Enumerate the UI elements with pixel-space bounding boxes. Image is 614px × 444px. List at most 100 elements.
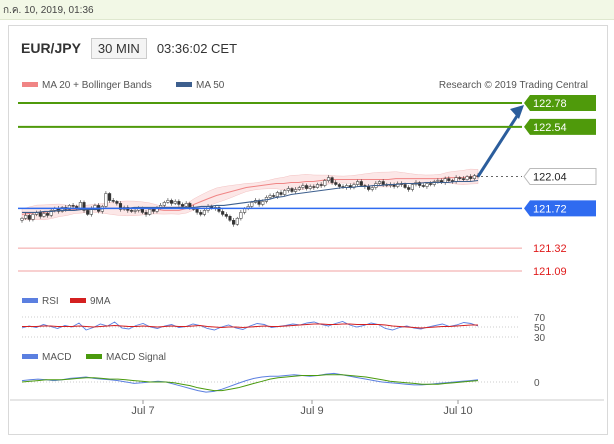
candle bbox=[297, 185, 301, 191]
candle bbox=[24, 212, 28, 220]
candle-body bbox=[166, 200, 170, 203]
candle bbox=[177, 199, 181, 207]
candle bbox=[31, 212, 35, 222]
candle-body bbox=[326, 177, 331, 181]
candle-body bbox=[275, 192, 279, 197]
candle bbox=[312, 184, 316, 190]
x-tick-label: Jul 7 bbox=[131, 405, 154, 417]
candle bbox=[170, 198, 174, 206]
candle bbox=[294, 187, 298, 194]
candle bbox=[356, 179, 360, 187]
ma50-line bbox=[22, 179, 479, 213]
macd-plot: 0 bbox=[21, 372, 540, 393]
candle bbox=[49, 208, 53, 218]
candle bbox=[118, 201, 123, 212]
candle-body bbox=[283, 190, 287, 195]
level-label: 122.78 bbox=[533, 98, 567, 110]
ma20-legend-swatch bbox=[22, 82, 38, 87]
macd-signal-legend-label: MACD Signal bbox=[106, 352, 166, 363]
level-label: 122.04 bbox=[533, 172, 567, 184]
price-levels: 122.78 122.54 122.04 121.72 121.32 121.09 bbox=[18, 94, 597, 278]
level-red: 121.32 bbox=[18, 243, 567, 255]
candle bbox=[326, 175, 331, 183]
candle-body bbox=[118, 203, 123, 210]
candle bbox=[246, 204, 250, 211]
level-tag bbox=[523, 168, 597, 186]
candle bbox=[279, 190, 283, 197]
candle bbox=[108, 192, 112, 203]
candle-body bbox=[312, 186, 316, 188]
candle-body bbox=[144, 212, 148, 215]
top-timestamp-bar: ก.ค. 10, 2019, 01:36 bbox=[0, 0, 614, 20]
candle-body bbox=[184, 203, 188, 207]
candle-body bbox=[71, 205, 75, 207]
candle bbox=[469, 174, 473, 181]
candle bbox=[232, 218, 236, 227]
candle-body bbox=[429, 183, 433, 185]
candle-body bbox=[170, 200, 174, 204]
candle bbox=[202, 208, 206, 217]
rsi-tick-label: 50 bbox=[534, 323, 546, 334]
candle-body bbox=[323, 180, 327, 186]
candle-body bbox=[31, 214, 35, 220]
candle bbox=[447, 176, 451, 183]
level-red: 121.09 bbox=[18, 266, 567, 278]
rsi-tick-label: 30 bbox=[534, 333, 546, 344]
candle-body bbox=[115, 201, 119, 204]
x-tick-label: Jul 9 bbox=[300, 405, 323, 417]
candle-body bbox=[465, 176, 469, 180]
candle-body bbox=[67, 205, 71, 210]
candle-body bbox=[129, 210, 134, 212]
candle bbox=[410, 182, 414, 192]
candle-body bbox=[151, 209, 155, 212]
candle bbox=[199, 209, 203, 217]
candle-body bbox=[458, 177, 462, 179]
level-label: 121.72 bbox=[533, 203, 567, 215]
candle-body bbox=[359, 181, 363, 186]
candle-body bbox=[224, 214, 228, 217]
timeframe-button[interactable]: 30 MIN bbox=[90, 37, 147, 59]
candle-body bbox=[133, 210, 137, 212]
clock-label: 03:36:02 CET bbox=[156, 40, 238, 56]
candle bbox=[144, 210, 148, 217]
candle-body bbox=[250, 202, 254, 207]
candle-body bbox=[24, 215, 28, 219]
candle-body bbox=[403, 184, 407, 188]
candle bbox=[418, 181, 422, 188]
candle-body bbox=[330, 177, 334, 183]
candle-body bbox=[301, 185, 305, 188]
rsi-tick-label: 70 bbox=[534, 313, 546, 324]
candle bbox=[407, 185, 411, 192]
rsi-line bbox=[21, 321, 479, 331]
candle bbox=[472, 174, 476, 181]
candle-body bbox=[42, 213, 46, 217]
x-tick-label: Jul 10 bbox=[443, 405, 472, 417]
candle bbox=[27, 213, 31, 222]
ma50-legend-label: MA 50 bbox=[196, 80, 225, 91]
candle-body bbox=[86, 210, 90, 215]
candle-body bbox=[272, 195, 276, 197]
macd-signal-legend-swatch bbox=[86, 354, 102, 359]
candle-body bbox=[334, 182, 338, 185]
candle bbox=[359, 179, 363, 187]
candle-body bbox=[60, 207, 64, 212]
candle-body bbox=[396, 183, 400, 187]
candle-body bbox=[294, 189, 298, 192]
candle bbox=[71, 203, 75, 209]
rsi-legend-label: RSI bbox=[42, 296, 59, 307]
candle bbox=[315, 182, 320, 189]
candle-body bbox=[239, 212, 243, 219]
candle bbox=[239, 209, 243, 221]
candle bbox=[20, 217, 24, 223]
candle-body bbox=[436, 180, 440, 182]
candle bbox=[370, 186, 374, 192]
candle bbox=[323, 179, 327, 188]
candle-body bbox=[290, 188, 294, 192]
candle-body bbox=[461, 178, 465, 180]
ma50-legend-swatch bbox=[176, 82, 192, 87]
candle-body bbox=[148, 209, 152, 215]
candle-body bbox=[162, 202, 166, 206]
candle-body bbox=[308, 186, 312, 189]
candle bbox=[46, 211, 50, 218]
candle-body bbox=[268, 195, 272, 198]
